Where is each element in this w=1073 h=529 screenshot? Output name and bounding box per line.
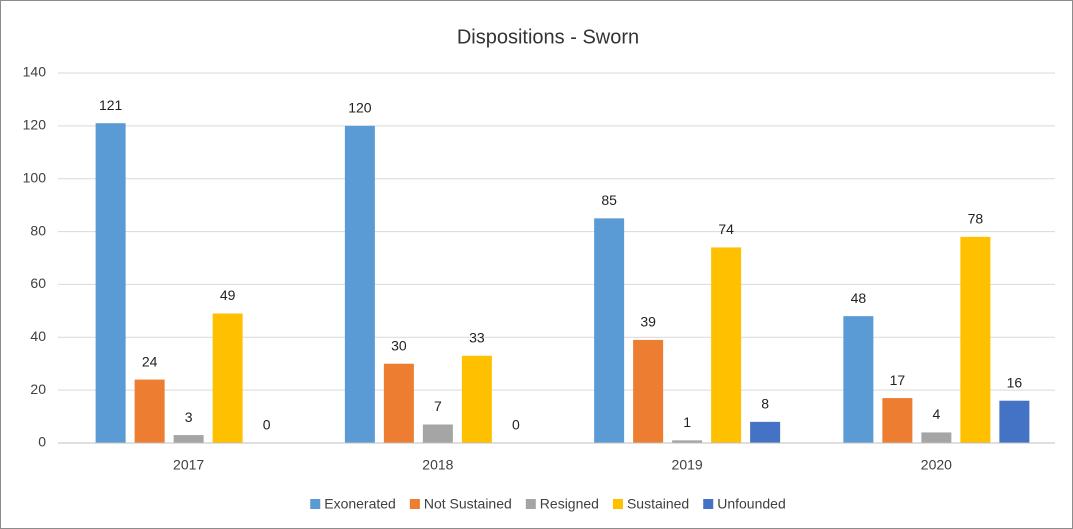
data-label: 16	[1007, 374, 1023, 390]
bar	[882, 398, 913, 443]
data-label: 33	[469, 329, 485, 345]
data-label: 121	[99, 97, 123, 113]
x-tick-label: 2019	[672, 457, 703, 473]
data-label: 7	[434, 398, 442, 414]
legend-swatch	[310, 499, 321, 509]
legend-label: Exonerated	[324, 496, 396, 512]
x-tick-label: 2018	[422, 457, 453, 473]
data-label: 120	[348, 100, 372, 116]
data-label: 48	[851, 290, 867, 306]
y-tick-label: 120	[23, 117, 47, 133]
data-label: 39	[640, 314, 656, 330]
bar	[134, 379, 165, 443]
bar	[711, 247, 742, 443]
legend-swatch	[703, 499, 714, 509]
data-label: 85	[601, 192, 617, 208]
bar	[212, 313, 243, 443]
legend-swatch	[409, 499, 420, 509]
legend-swatch	[525, 499, 536, 509]
bar	[921, 432, 952, 443]
bar	[173, 435, 204, 443]
bar	[461, 355, 492, 443]
y-tick-label: 0	[38, 434, 46, 450]
data-label: 4	[932, 406, 940, 422]
bar	[95, 123, 126, 443]
chart-title: Dispositions - Sworn	[457, 26, 639, 48]
x-tick-label: 2020	[921, 457, 952, 473]
bar	[999, 400, 1030, 443]
y-tick-label: 80	[30, 222, 46, 238]
bar	[383, 363, 414, 443]
y-tick-label: 100	[23, 169, 47, 185]
legend-label: Sustained	[627, 496, 689, 512]
y-tick-label: 60	[30, 275, 46, 291]
data-label: 24	[142, 353, 158, 369]
data-label: 1	[683, 414, 691, 430]
y-tick-label: 40	[30, 328, 46, 344]
legend-label: Resigned	[540, 496, 599, 512]
data-label: 74	[718, 221, 734, 237]
data-label: 17	[890, 372, 906, 388]
data-label: 0	[263, 417, 271, 433]
bar	[633, 339, 664, 443]
bar	[344, 125, 375, 443]
y-tick-label: 20	[30, 381, 46, 397]
legend-swatch	[612, 499, 623, 509]
bar	[422, 424, 453, 443]
bar	[672, 440, 703, 443]
bar	[594, 218, 625, 443]
bar	[750, 421, 781, 443]
data-label: 78	[968, 211, 984, 227]
data-label: 49	[220, 287, 236, 303]
bar	[843, 316, 874, 443]
x-tick-label: 2017	[173, 457, 204, 473]
bar	[960, 236, 991, 443]
y-tick-label: 140	[23, 64, 47, 80]
legend-label: Unfounded	[717, 496, 786, 512]
data-label: 8	[761, 396, 769, 412]
legend-label: Not Sustained	[424, 496, 512, 512]
data-label: 3	[185, 409, 193, 425]
data-label: 0	[512, 417, 520, 433]
data-label: 30	[391, 337, 407, 353]
